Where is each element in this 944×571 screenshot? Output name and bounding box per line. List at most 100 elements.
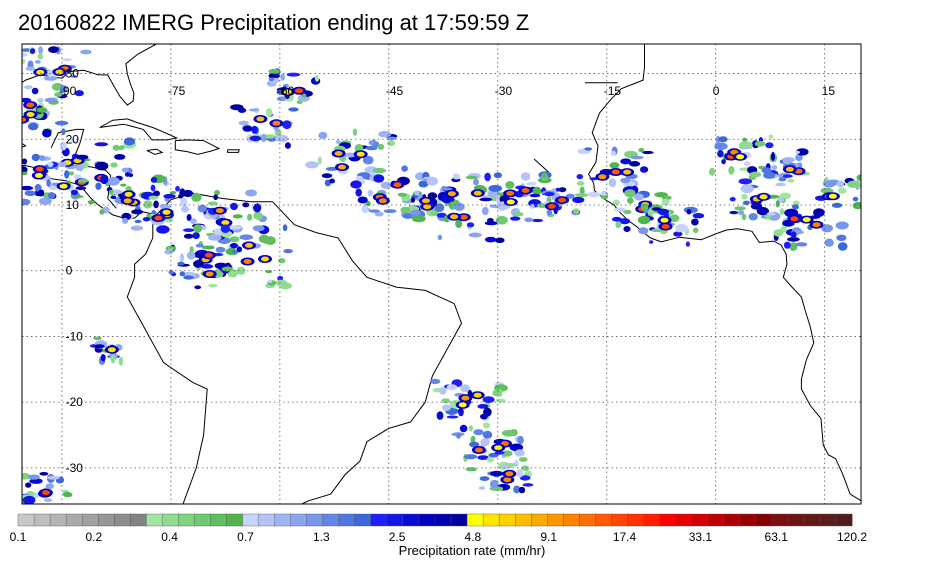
rain-cell <box>62 58 72 62</box>
rain-cell <box>721 159 726 165</box>
rain-cell <box>513 211 521 217</box>
rain-cell <box>282 83 289 88</box>
rain-core-intense <box>785 166 794 172</box>
rain-cell <box>544 191 555 197</box>
coastline-cape-verde <box>533 158 549 173</box>
colorbar-cell <box>450 513 468 527</box>
rain-cell <box>469 441 480 448</box>
colorbar-cell <box>33 513 51 527</box>
rain-core-intense <box>26 112 35 117</box>
rain-cell <box>367 189 373 197</box>
colorbar-tick-label: 9.1 <box>540 530 557 544</box>
rain-core-intense <box>598 174 607 180</box>
rain-cell <box>492 389 501 397</box>
rain-cell <box>45 483 54 490</box>
rain-cell <box>452 173 461 180</box>
rain-cell <box>368 140 375 146</box>
rain-cell <box>23 495 36 504</box>
rain-cell <box>516 468 524 478</box>
colorbar-cell <box>755 513 773 527</box>
rain-cell <box>789 242 798 251</box>
colorbar-tick-label: 63.1 <box>765 530 789 544</box>
map-frame <box>21 43 862 505</box>
rain-cell <box>574 193 589 198</box>
rain-cell <box>252 225 265 232</box>
rain-cell <box>691 218 699 226</box>
rain-cell <box>469 425 473 432</box>
rain-cell <box>576 181 585 186</box>
colorbar-cell <box>643 513 661 527</box>
lat-label: 30 <box>66 67 80 81</box>
rain-cell <box>106 176 120 186</box>
rain-core-intense <box>660 217 669 223</box>
colorbar-cell <box>434 513 452 527</box>
coastline-puerto-rico <box>227 149 240 153</box>
rain-cell <box>75 154 89 160</box>
rain-core-intense <box>123 198 132 204</box>
rain-cell <box>824 238 834 247</box>
rain-cell <box>587 191 601 198</box>
rain-cell <box>738 178 753 185</box>
rain-cell <box>180 205 190 213</box>
rain-cell <box>531 218 544 223</box>
rain-cell <box>75 186 87 191</box>
rain-cell <box>728 165 735 175</box>
rain-cell <box>87 200 95 205</box>
rain-cell <box>274 134 289 143</box>
rain-cell <box>183 275 194 280</box>
rain-cell <box>524 217 534 223</box>
rain-cell <box>128 173 134 178</box>
rain-cell <box>193 251 204 258</box>
rain-cell <box>94 142 109 147</box>
rain-cell <box>522 483 534 487</box>
rain-cell <box>446 415 459 419</box>
rain-cell <box>268 77 275 82</box>
rain-cell <box>130 225 144 231</box>
rain-cell <box>37 53 44 60</box>
rain-core-intense <box>162 209 171 215</box>
rain-cell <box>314 74 320 82</box>
coastline-cuba <box>99 118 179 141</box>
rain-cell <box>756 207 770 216</box>
rain-cell <box>230 202 238 211</box>
rain-core-intense <box>256 116 265 122</box>
rain-cell <box>717 149 724 158</box>
rain-cell <box>465 467 477 472</box>
rain-cell <box>615 220 622 229</box>
rain-cell <box>280 73 286 81</box>
rain-cell <box>22 185 33 191</box>
rain-core-intense <box>473 392 482 398</box>
rain-core-intense <box>461 395 470 401</box>
rain-cell <box>630 155 644 160</box>
rain-cell <box>37 98 44 103</box>
rain-cell <box>465 175 478 180</box>
rain-cell <box>318 131 328 139</box>
rain-cell <box>790 231 797 239</box>
lon-label: 0 <box>713 84 720 98</box>
rain-cell <box>584 147 593 151</box>
rain-cell <box>477 404 489 409</box>
rain-cell <box>29 478 43 484</box>
rain-cell <box>191 192 202 202</box>
rain-cell <box>34 60 41 64</box>
rain-cell <box>402 213 412 219</box>
rain-cell <box>182 189 194 198</box>
rain-cell <box>59 141 67 151</box>
rain-cell <box>121 167 129 173</box>
rain-core-intense <box>473 190 482 196</box>
rain-cell <box>387 136 397 141</box>
rain-cell <box>541 172 548 180</box>
rain-cell <box>638 227 649 235</box>
colorbar-cell <box>627 513 645 527</box>
rain-core-intense <box>356 151 365 157</box>
rain-cell <box>501 429 516 437</box>
rain-cell <box>838 187 847 194</box>
colorbar-tick-label: 33.1 <box>689 530 713 544</box>
rain-cell <box>836 234 847 241</box>
rain-cell <box>179 271 185 277</box>
rain-cell <box>321 173 333 179</box>
rain-cell <box>110 195 117 199</box>
rain-cell <box>120 183 127 187</box>
rain-cell <box>183 233 194 239</box>
